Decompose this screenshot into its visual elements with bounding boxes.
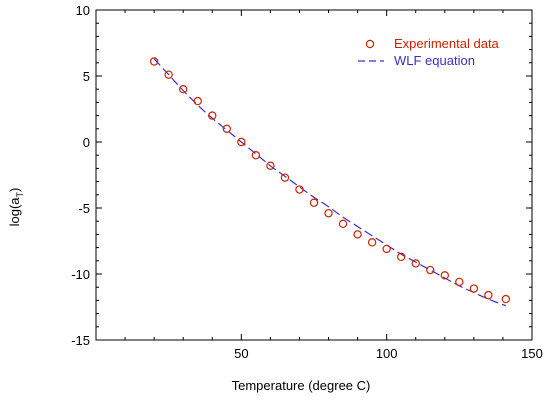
experimental-data-point [455,277,464,287]
experimental-data-point [440,271,449,280]
y-tick-label: -5 [78,201,90,216]
x-tick-label: 150 [521,346,543,361]
experimental-data-point [426,265,435,275]
experimental-data-point [295,185,304,194]
y-tick-label: -15 [71,333,90,348]
y-axis-title: log(aT) [7,188,25,227]
experimental-data-point [484,290,493,300]
experimental-data-point [280,173,290,182]
experimental-data-point [501,294,511,304]
y-tick-label: 5 [83,69,90,84]
y-axis-title-main: log(a [7,197,22,227]
x-tick-label: 100 [376,346,398,361]
experimental-data-point [237,137,246,147]
y-axis-title-close: ) [7,188,22,192]
y-tick-label: 10 [76,3,90,18]
plot-border [95,9,533,341]
x-tick-label: 50 [234,346,248,361]
experimental-data-point [208,111,217,120]
wlf-equation-line [153,58,507,307]
plot-frame [95,9,533,341]
y-tick-label: 0 [83,135,90,150]
wlf-equation-series [153,58,507,307]
experimental-data-point [353,230,362,239]
legend-label-experimental: Experimental data [394,36,500,51]
experimental-data-point [367,238,377,247]
experimental-data-series [149,57,511,304]
legend-marker-experimental [365,39,375,49]
experimental-data-point [193,96,202,106]
axis-ticks: 50 100 150 -15 -10 -5 0 5 10 [71,3,543,361]
experimental-data-point [222,124,231,134]
x-axis-title: Temperature (degree C) [232,378,371,393]
experimental-data-point [324,209,333,218]
experimental-data-point [382,244,391,254]
y-axis-title-subscript: T [15,191,25,197]
experimental-data-point [469,284,479,293]
y-tick-label: -10 [71,267,90,282]
experimental-data-point [397,252,406,262]
experimental-data-point [411,259,420,268]
experimental-data-point [164,70,173,79]
experimental-data-point [338,219,348,229]
legend: Experimental data WLF equation [358,36,500,68]
experimental-data-point [266,161,275,170]
experimental-data-point [251,150,261,160]
experimental-data-point [149,57,159,66]
experimental-data-point [309,198,319,207]
legend-label-wlf: WLF equation [394,53,475,68]
experimental-data-point [178,84,188,94]
